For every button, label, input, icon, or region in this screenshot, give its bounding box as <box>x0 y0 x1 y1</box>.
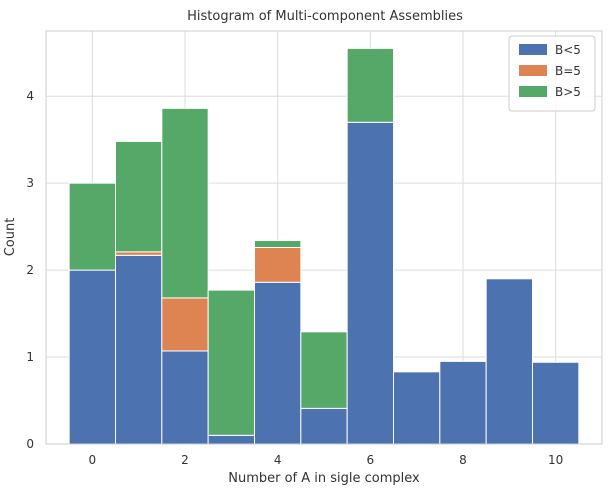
y-tick-label: 0 <box>26 437 34 451</box>
bar-b-5-0 <box>68 182 116 271</box>
x-tick-label: 4 <box>274 453 282 467</box>
bar-b-5-2 <box>161 107 209 299</box>
legend-swatch <box>519 65 547 76</box>
bar-b-5-4 <box>254 246 302 283</box>
bar-b-5-0 <box>68 269 116 445</box>
y-axis-label: Count <box>3 218 18 257</box>
bar-b-5-9 <box>485 278 533 445</box>
x-tick-label: 0 <box>89 453 97 467</box>
bar-b-5-8 <box>439 360 487 445</box>
y-tick-labels: 0 1 2 3 4 <box>26 89 34 451</box>
bar-b-5-3 <box>207 289 256 436</box>
bar-b-5-5 <box>300 331 348 409</box>
y-tick-label: 1 <box>26 350 34 364</box>
legend-label: B>5 <box>555 85 581 99</box>
x-tick-label: 10 <box>548 453 563 467</box>
bars <box>68 47 580 445</box>
bar-b-5-5 <box>300 407 348 445</box>
y-tick-label: 3 <box>26 176 34 190</box>
bar-b-5-2 <box>161 297 209 352</box>
legend-swatch <box>519 44 547 55</box>
bar-b-5-4 <box>254 281 302 445</box>
plot-frame <box>45 30 603 445</box>
chart-title: Histogram of Multi-component Assemblies <box>187 9 463 24</box>
bar-b-5-1 <box>115 254 163 445</box>
x-tick-label: 6 <box>367 453 375 467</box>
bar-b-5-7 <box>393 371 441 445</box>
legend-swatch <box>519 86 547 97</box>
x-axis-label: Number of A in sigle complex <box>228 471 420 486</box>
bar-b-5-10 <box>532 361 580 445</box>
legend-label: B<5 <box>555 43 581 57</box>
y-tick-label: 2 <box>26 263 34 277</box>
legend: B<5 B=5 B>5 <box>508 35 596 112</box>
bar-b-5-1 <box>115 251 163 256</box>
bar-b-5-6 <box>346 47 394 123</box>
legend-label: B=5 <box>555 64 581 78</box>
x-tick-label: 8 <box>459 453 467 467</box>
x-tick-label: 2 <box>181 453 189 467</box>
y-tick-label: 4 <box>26 89 34 103</box>
bar-b-5-1 <box>115 140 163 253</box>
bar-b-5-3 <box>207 434 256 445</box>
x-tick-labels: 0 2 4 6 8 10 <box>89 453 564 467</box>
bar-b-5-6 <box>346 121 394 445</box>
bar-b-5-4 <box>254 240 302 248</box>
bar-b-5-2 <box>161 350 209 445</box>
